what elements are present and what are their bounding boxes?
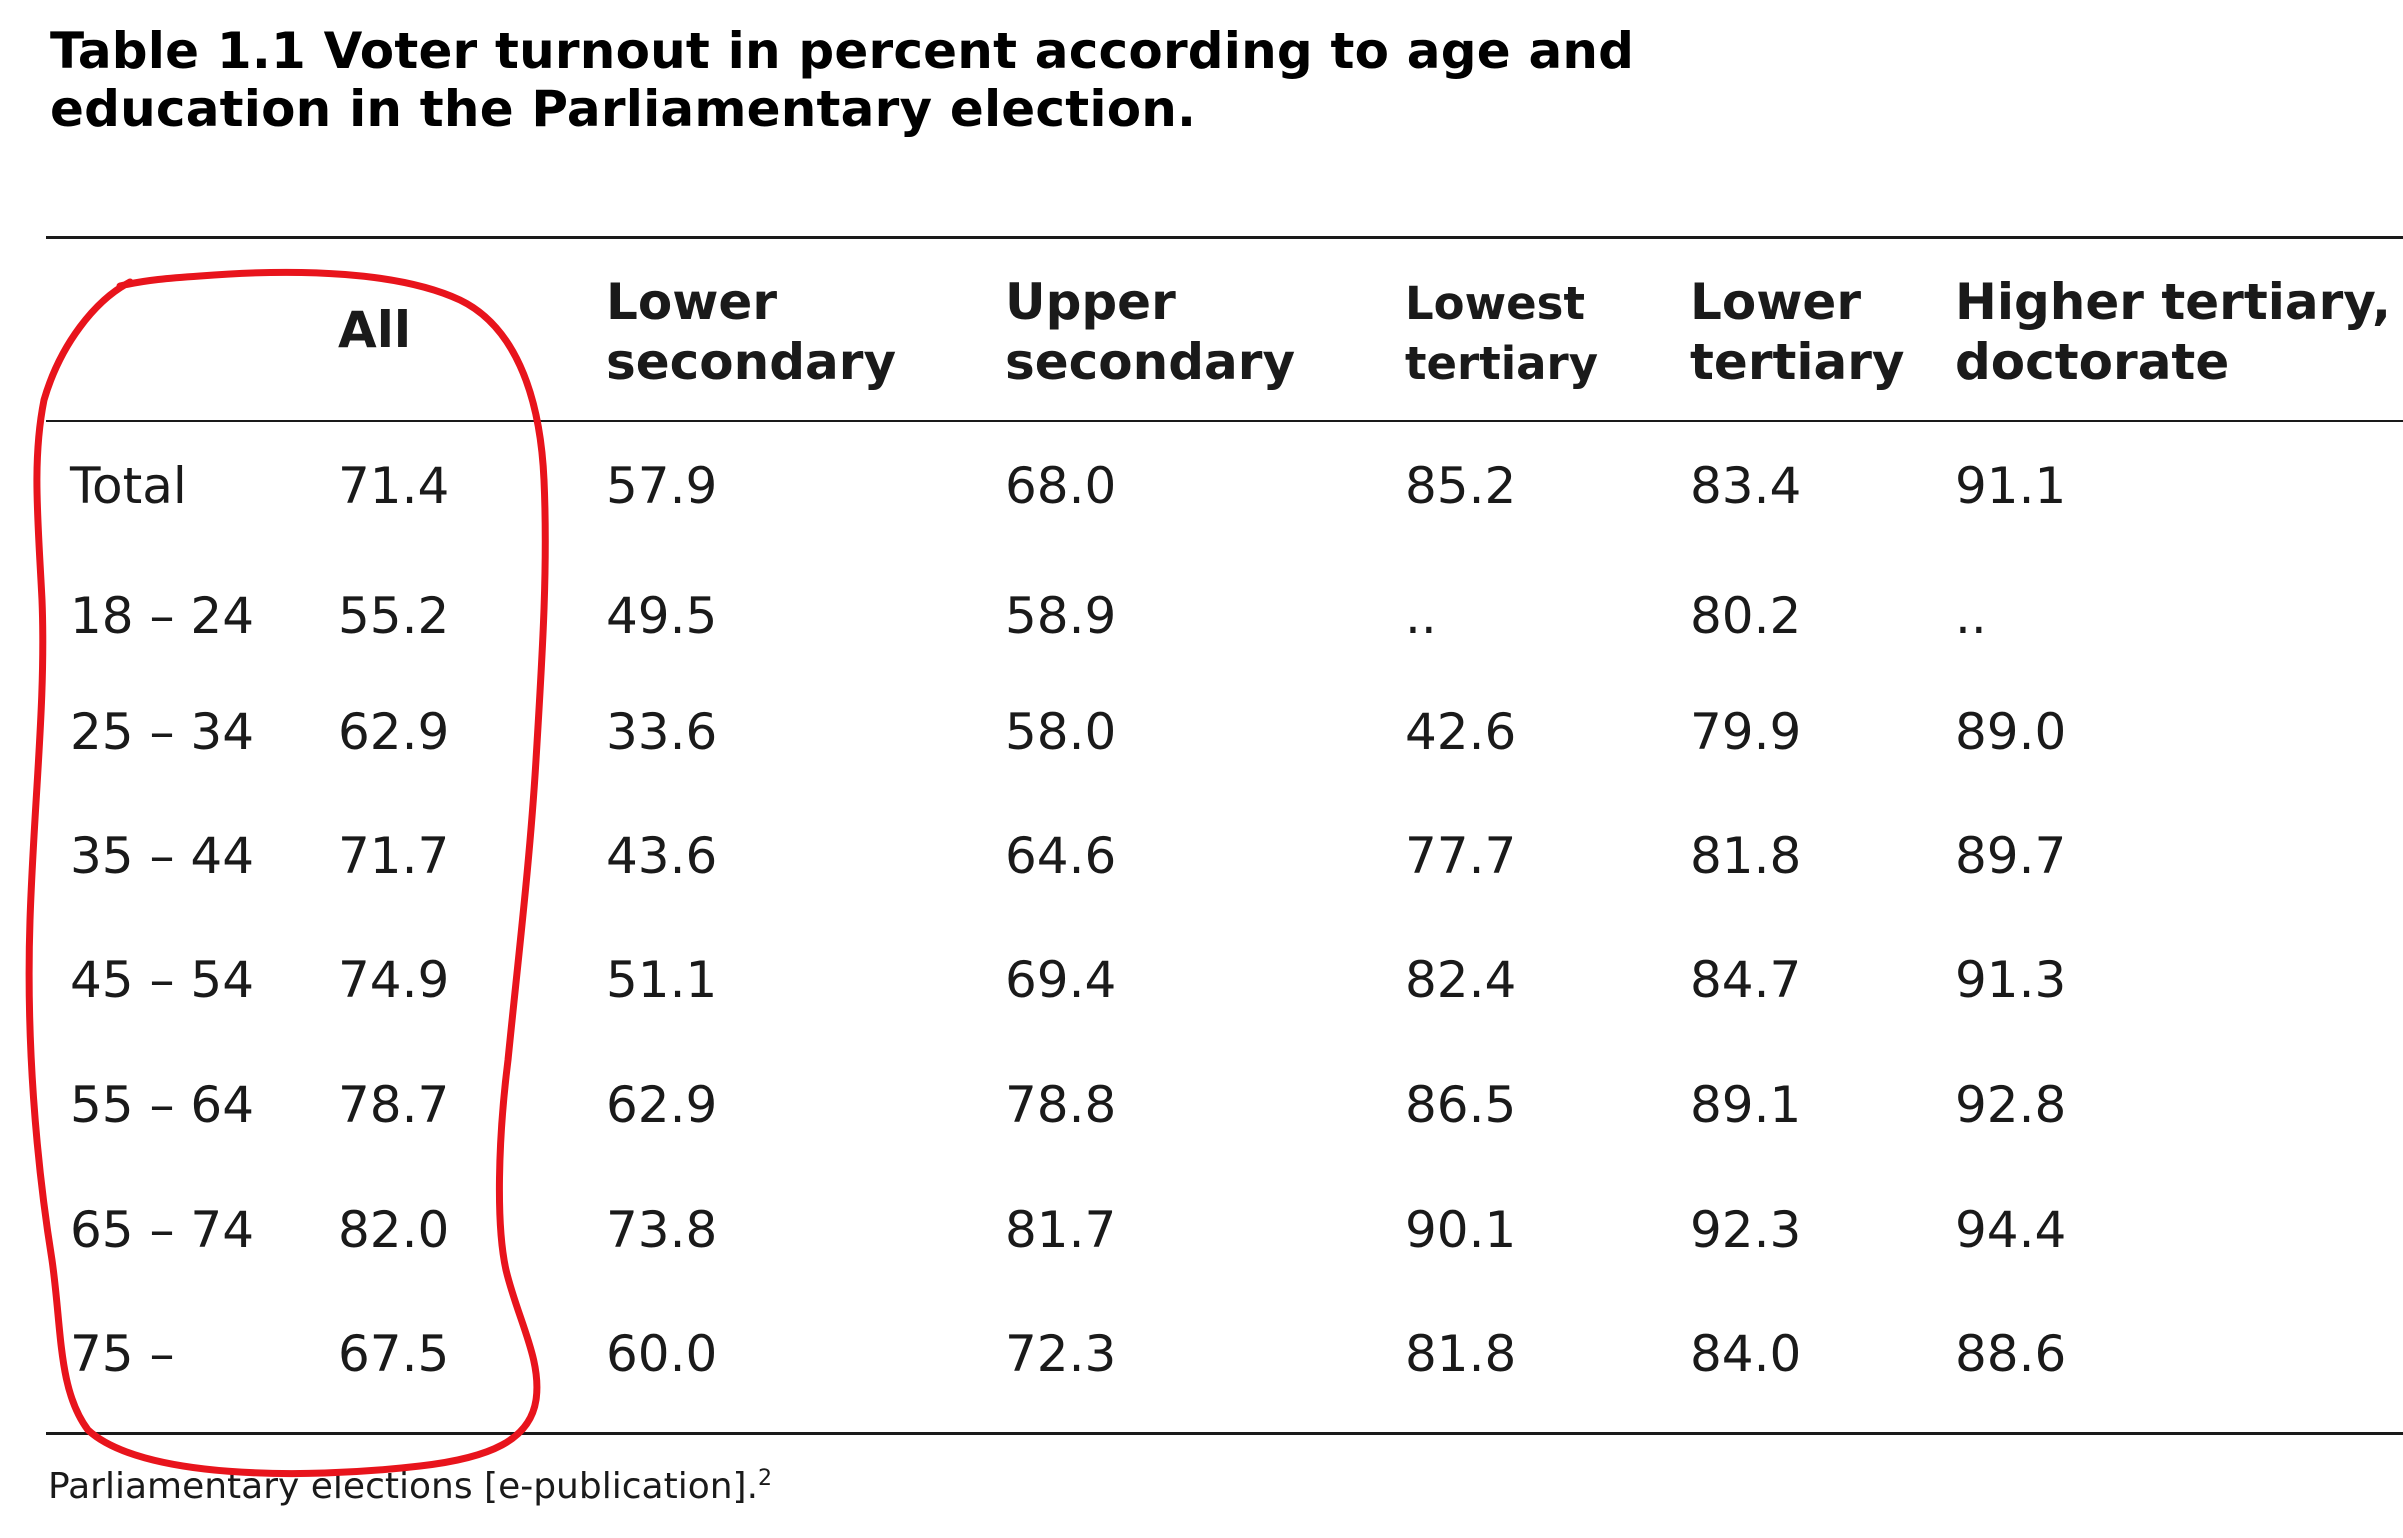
- table-cell: 89.0: [1955, 703, 2067, 761]
- table-top-rule: [46, 236, 2403, 239]
- row-label-35-44: 35 – 44: [70, 827, 255, 885]
- table-cell: 69.4: [1005, 951, 1117, 1009]
- source-text: Parliamentary elections [e-publication].: [48, 1466, 759, 1507]
- table-cell: 43.6: [606, 827, 718, 885]
- column-header-higher-tertiary-doctorate: Higher tertiary, doctorate: [1955, 273, 2391, 391]
- table-cell: 77.7: [1405, 827, 1517, 885]
- table-cell: 92.8: [1955, 1076, 2067, 1134]
- footnote-marker: 2: [758, 1466, 773, 1491]
- table-cell: 91.3: [1955, 951, 2067, 1009]
- table-cell: 81.8: [1690, 827, 1802, 885]
- table-cell: 81.7: [1005, 1201, 1117, 1259]
- table-cell: 80.2: [1690, 587, 1802, 645]
- table-cell: 64.6: [1005, 827, 1117, 885]
- table-cell: 88.6: [1955, 1325, 2067, 1383]
- table-cell: 68.0: [1005, 457, 1117, 515]
- row-label-18-24: 18 – 24: [70, 587, 255, 645]
- table-cell: 62.9: [606, 1076, 718, 1134]
- table-cell: 33.6: [606, 703, 718, 761]
- table-cell: 78.7: [338, 1076, 450, 1134]
- column-header-all: All: [338, 301, 411, 359]
- row-label-25-34: 25 – 34: [70, 703, 255, 761]
- table-cell: 49.5: [606, 587, 718, 645]
- row-label-total: Total: [70, 457, 187, 515]
- table-title: Table 1.1 Voter turnout in percent accor…: [50, 22, 1750, 138]
- table-cell: 51.1: [606, 951, 718, 1009]
- table-cell: 90.1: [1405, 1201, 1517, 1259]
- table-cell: 91.1: [1955, 457, 2067, 515]
- table-cell: 71.7: [338, 827, 450, 885]
- table-cell: 72.3: [1005, 1325, 1117, 1383]
- table-cell: 58.9: [1005, 587, 1117, 645]
- row-label-55-64: 55 – 64: [70, 1076, 255, 1134]
- table-title-line-1: Table 1.1 Voter turnout in percent accor…: [50, 22, 1635, 80]
- row-label-45-54: 45 – 54: [70, 951, 255, 1009]
- table-cell: 92.3: [1690, 1201, 1802, 1259]
- column-header-upper-secondary: Upper secondary: [1005, 273, 1296, 391]
- table-cell: 79.9: [1690, 703, 1802, 761]
- column-header-lower-tertiary: Lower tertiary: [1690, 273, 1905, 391]
- table-cell: 78.8: [1005, 1076, 1117, 1134]
- table-cell: 84.7: [1690, 951, 1802, 1009]
- table-source-note: Parliamentary elections [e-publication].…: [48, 1462, 772, 1512]
- row-label-75-plus: 75 –: [70, 1325, 175, 1383]
- table-cell: 89.1: [1690, 1076, 1802, 1134]
- table-cell: ..: [1405, 587, 1437, 645]
- row-label-65-74: 65 – 74: [70, 1201, 255, 1259]
- table-cell: 85.2: [1405, 457, 1517, 515]
- column-header-lower-secondary: Lower secondary: [606, 273, 897, 391]
- table-cell: ..: [1955, 587, 1987, 645]
- table-cell: 82.0: [338, 1201, 450, 1259]
- table-cell: 81.8: [1405, 1325, 1517, 1383]
- table-cell: 60.0: [606, 1325, 718, 1383]
- table-header-rule: [46, 420, 2403, 422]
- table-cell: 82.4: [1405, 951, 1517, 1009]
- table-cell: 58.0: [1005, 703, 1117, 761]
- table-cell: 42.6: [1405, 703, 1517, 761]
- table-cell: 71.4: [338, 457, 450, 515]
- table-cell: 94.4: [1955, 1201, 2067, 1259]
- table-cell: 84.0: [1690, 1325, 1802, 1383]
- table-cell: 62.9: [338, 703, 450, 761]
- table-cell: 57.9: [606, 457, 718, 515]
- table-bottom-rule: [46, 1432, 2403, 1435]
- table-cell: 55.2: [338, 587, 450, 645]
- table-cell: 74.9: [338, 951, 450, 1009]
- column-header-lowest-tertiary: Lowest tertiary: [1405, 277, 1599, 390]
- table-cell: 73.8: [606, 1201, 718, 1259]
- table-cell: 67.5: [338, 1325, 450, 1383]
- table-cell: 83.4: [1690, 457, 1802, 515]
- table-title-line-2: education in the Parliamentary election.: [50, 80, 1197, 138]
- table-cell: 86.5: [1405, 1076, 1517, 1134]
- table-cell: 89.7: [1955, 827, 2067, 885]
